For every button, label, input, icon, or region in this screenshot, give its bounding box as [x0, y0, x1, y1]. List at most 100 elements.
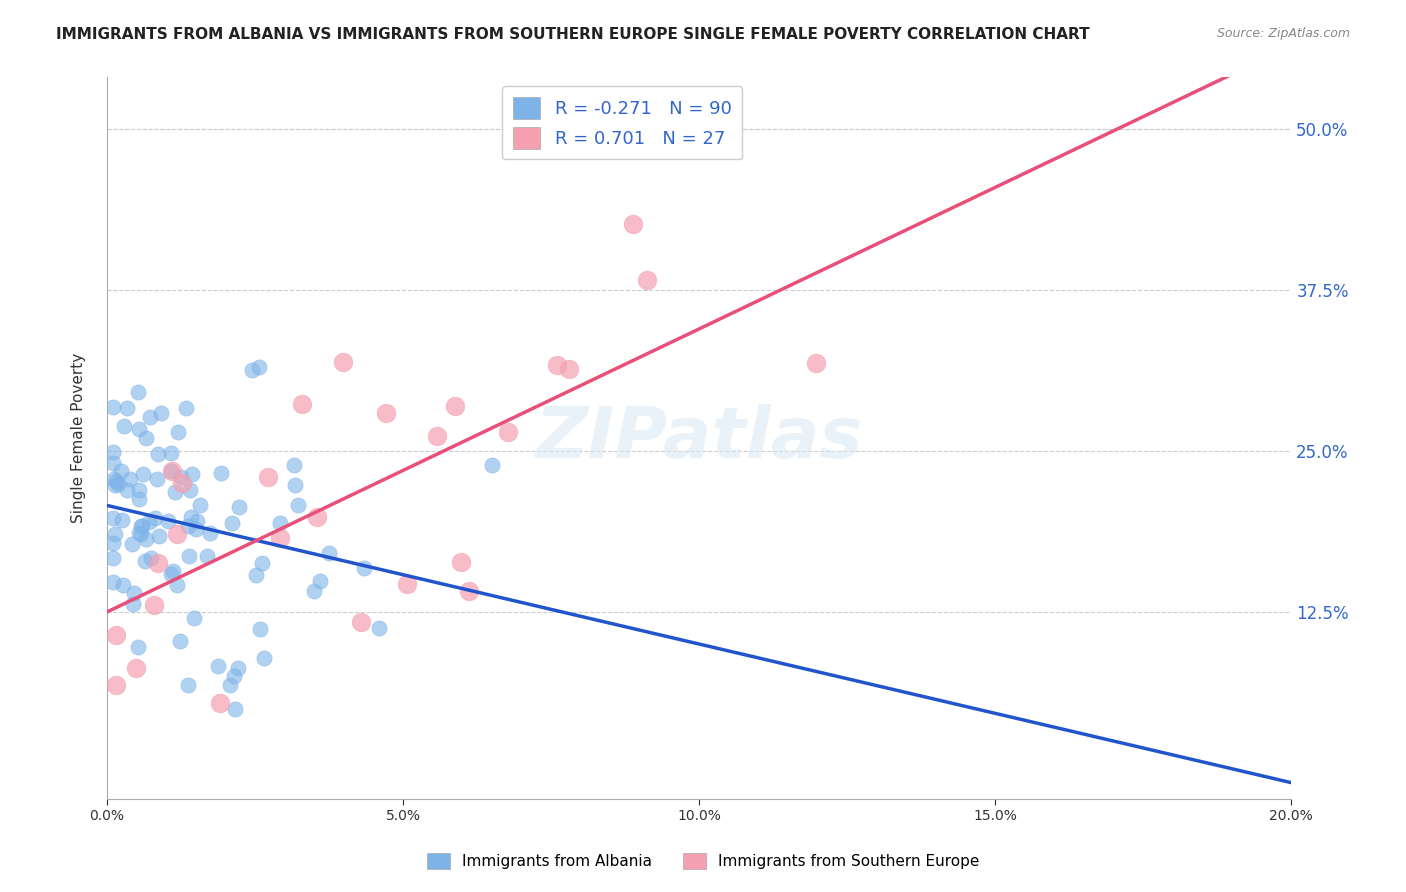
Point — [496, 425, 519, 439]
Point — [269, 516, 291, 530]
Point — [150, 406, 173, 420]
Point — [166, 425, 188, 439]
Point — [115, 401, 138, 415]
Point — [450, 555, 472, 569]
Point — [283, 458, 305, 472]
Point — [121, 597, 143, 611]
Point — [481, 458, 503, 472]
Point — [166, 578, 188, 592]
Point — [104, 678, 127, 692]
Text: Source: ZipAtlas.com: Source: ZipAtlas.com — [1216, 27, 1350, 40]
Point — [221, 516, 243, 530]
Point — [195, 549, 218, 563]
Point — [146, 472, 169, 486]
Point — [148, 528, 170, 542]
Point — [104, 478, 127, 492]
Point — [249, 622, 271, 636]
Point — [636, 273, 658, 287]
Point — [208, 696, 231, 710]
Point — [101, 535, 124, 549]
Point — [101, 511, 124, 525]
Point — [179, 483, 201, 498]
Point — [101, 574, 124, 589]
Point — [247, 360, 270, 375]
Point — [146, 447, 169, 461]
Point — [104, 474, 127, 488]
Point — [396, 577, 419, 591]
Point — [162, 564, 184, 578]
Point — [224, 702, 246, 716]
Point — [118, 472, 141, 486]
Point — [302, 584, 325, 599]
Point — [190, 498, 212, 512]
Point — [128, 525, 150, 540]
Point — [104, 526, 127, 541]
Point — [135, 432, 157, 446]
Point — [198, 525, 221, 540]
Point — [256, 470, 278, 484]
Point — [138, 515, 160, 529]
Point — [252, 556, 274, 570]
Point — [291, 397, 314, 411]
Point — [226, 661, 249, 675]
Point — [269, 531, 291, 545]
Point — [181, 467, 204, 481]
Point — [253, 651, 276, 665]
Point — [127, 640, 149, 655]
Point — [111, 513, 134, 527]
Legend: R = -0.271   N = 90, R = 0.701   N = 27: R = -0.271 N = 90, R = 0.701 N = 27 — [502, 87, 742, 160]
Point — [207, 659, 229, 673]
Point — [128, 483, 150, 497]
Point — [157, 514, 180, 528]
Point — [101, 444, 124, 458]
Point — [444, 399, 467, 413]
Point — [160, 464, 183, 478]
Point — [183, 611, 205, 625]
Point — [132, 467, 155, 481]
Point — [129, 519, 152, 533]
Point — [546, 358, 568, 372]
Point — [143, 510, 166, 524]
Text: IMMIGRANTS FROM ALBANIA VS IMMIGRANTS FROM SOUTHERN EUROPE SINGLE FEMALE POVERTY: IMMIGRANTS FROM ALBANIA VS IMMIGRANTS FR… — [56, 27, 1090, 42]
Point — [115, 483, 138, 498]
Point — [350, 615, 373, 629]
Point — [163, 485, 186, 500]
Point — [172, 475, 194, 490]
Point — [101, 551, 124, 566]
Point — [125, 660, 148, 674]
Point — [240, 362, 263, 376]
Point — [112, 419, 135, 434]
Point — [127, 384, 149, 399]
Point — [101, 456, 124, 470]
Point — [176, 401, 198, 415]
Text: ZIPatlas: ZIPatlas — [536, 404, 863, 473]
Point — [804, 356, 827, 370]
Point — [318, 546, 340, 560]
Point — [139, 410, 162, 425]
Point — [308, 574, 330, 588]
Point — [177, 519, 200, 533]
Point — [177, 549, 200, 563]
Point — [558, 361, 581, 376]
Point — [426, 429, 449, 443]
Point — [621, 217, 644, 231]
Point — [112, 578, 135, 592]
Point — [180, 510, 202, 524]
Point — [287, 499, 309, 513]
Point — [142, 599, 165, 613]
Point — [160, 446, 183, 460]
Point — [121, 536, 143, 550]
Point — [122, 585, 145, 599]
Point — [107, 477, 129, 491]
Point — [170, 470, 193, 484]
Point — [146, 556, 169, 570]
Point — [110, 464, 132, 478]
Point — [368, 621, 391, 635]
Point — [307, 509, 329, 524]
Point — [134, 554, 156, 568]
Point — [128, 492, 150, 507]
Point — [135, 532, 157, 546]
Point — [222, 669, 245, 683]
Point — [104, 627, 127, 641]
Point — [458, 583, 481, 598]
